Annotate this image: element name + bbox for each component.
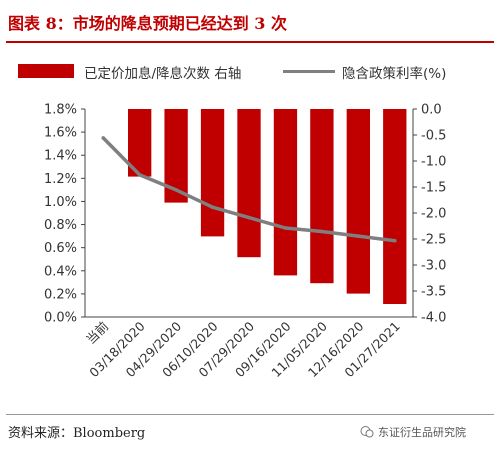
legend-line-swatch [283, 70, 335, 73]
right-tick-label: -1.5 [421, 181, 446, 196]
line-point [101, 136, 106, 140]
bar [128, 109, 152, 177]
chart-header: 图表 8：市场的降息预期已经达到 3 次 [0, 0, 499, 44]
watermark-text: 东证衍生品研究院 [378, 426, 466, 439]
legend-bar-swatch [18, 64, 74, 78]
line-point [137, 173, 142, 177]
footer-rule [6, 414, 494, 415]
right-tick-label: -3.5 [421, 285, 446, 300]
bar [383, 109, 407, 304]
line-point [392, 238, 397, 243]
line-point [210, 205, 215, 210]
title-rule [6, 41, 494, 43]
right-tick-label: -1.0 [421, 155, 446, 170]
line-series [101, 136, 397, 243]
bar [310, 109, 334, 284]
chart-title: 图表 8：市场的降息预期已经达到 3 次 [8, 14, 287, 33]
legend-line-label: 隐含政策利率(%) [342, 66, 447, 82]
left-tick-label: 0.8% [44, 218, 77, 233]
bar [164, 109, 188, 203]
bar [200, 109, 225, 237]
source-note: 资料来源：Bloomberg [8, 426, 146, 441]
left-tick-label: 0.2% [44, 287, 77, 302]
left-tick-label: 0.0% [44, 311, 77, 326]
left-tick-label: 1.6% [44, 126, 77, 141]
chart-plot: 0.0% 0.2% 0.4% 0.6% 0.8% 1.0% 1.2% 1.4% 1.6% 1.8%… [44, 103, 446, 381]
left-tick-label: 1.4% [44, 149, 77, 164]
wechat-icon [360, 426, 374, 438]
left-tick-label: 0.6% [44, 241, 77, 256]
left-tick-label: 1.2% [44, 172, 77, 187]
right-tick-label: -2.5 [421, 233, 446, 248]
right-tick-label: -3.0 [421, 259, 446, 274]
left-tick-label: 0.4% [44, 264, 77, 279]
bar [237, 109, 261, 258]
right-tick-label: -2.0 [421, 207, 446, 222]
line-point [283, 226, 288, 230]
line-point [320, 229, 324, 234]
line-point [356, 234, 361, 238]
chart-legend: 已定价加息/降息次数 右轴 隐含政策利率(%) [0, 58, 499, 82]
bar [346, 109, 370, 294]
left-tick-label: 1.8% [44, 103, 77, 118]
right-tick-label: -0.5 [421, 129, 446, 144]
right-tick-label: -4.0 [421, 311, 446, 326]
bar-series [128, 109, 407, 304]
left-tick-label: 1.0% [44, 195, 77, 210]
bar [273, 109, 298, 276]
x-tick-label: 当前 [83, 319, 111, 347]
legend-bar-label: 已定价加息/降息次数 右轴 [84, 66, 242, 82]
line-point [174, 188, 178, 192]
watermark: 东证衍生品研究院 [360, 424, 466, 440]
line-point [247, 215, 251, 220]
right-tick-label: 0.0 [421, 103, 442, 118]
